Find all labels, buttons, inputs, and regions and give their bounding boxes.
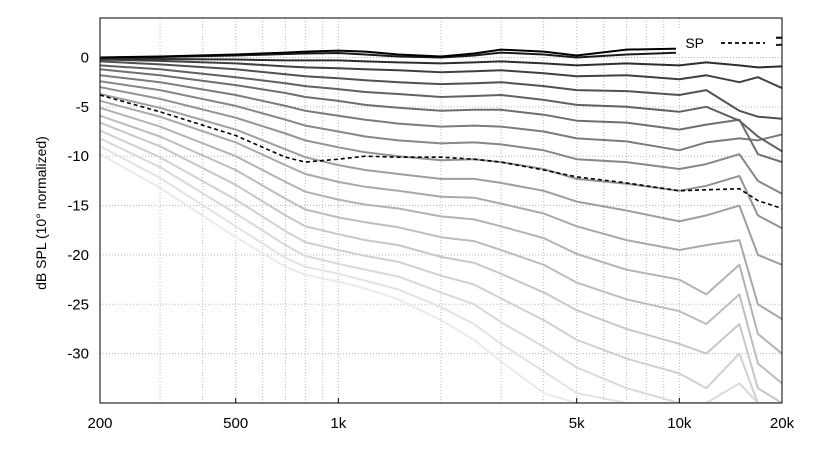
y-tick-label: -25 bbox=[67, 296, 89, 313]
plot-frame bbox=[99, 17, 783, 404]
y-tick-label: -20 bbox=[67, 247, 89, 264]
y-axis-label: dB SPL (10° normalized) bbox=[33, 136, 49, 290]
y-tick-label: 0 bbox=[81, 49, 89, 66]
x-tick-label: 5k bbox=[569, 415, 585, 432]
legend-background bbox=[676, 30, 776, 54]
legend: SP bbox=[676, 30, 776, 54]
series-line-angle bbox=[100, 57, 782, 69]
series-line-angle bbox=[100, 93, 782, 266]
series-line-angle bbox=[100, 74, 782, 152]
series-lines bbox=[100, 36, 782, 403]
series-line-angle bbox=[100, 145, 782, 403]
y-tick-label: -30 bbox=[67, 346, 89, 363]
series-line-angle bbox=[100, 60, 782, 120]
y-tick-label: -10 bbox=[67, 148, 89, 165]
series-line-angle bbox=[100, 121, 782, 403]
x-tick-label: 10k bbox=[667, 415, 692, 432]
y-tick-label: -5 bbox=[76, 99, 89, 116]
x-tick-label: 20k bbox=[770, 415, 795, 432]
series-line-angle bbox=[100, 129, 782, 403]
grid bbox=[100, 18, 782, 403]
x-tick-label: 1k bbox=[330, 415, 346, 432]
y-tick-label: -15 bbox=[67, 198, 89, 215]
legend-label-sp: SP bbox=[685, 35, 704, 51]
axis-ticks: 200 500 1k 5k 10k 20k 0 -5 -10 -15 -20 -25 -30 bbox=[67, 49, 794, 432]
series-line-angle bbox=[100, 106, 782, 355]
series-line-angle bbox=[100, 80, 782, 195]
series-line-angle bbox=[100, 114, 782, 385]
series-line-angle bbox=[100, 64, 782, 153]
x-tick-label: 200 bbox=[87, 415, 112, 432]
series-line-sp bbox=[100, 94, 782, 210]
series-line-angle bbox=[100, 137, 782, 403]
series-line-angle bbox=[100, 68, 782, 164]
series-line-angle bbox=[100, 58, 782, 90]
x-tick-label: 500 bbox=[223, 415, 248, 432]
series-line-angle bbox=[100, 153, 782, 403]
series-line-angle bbox=[100, 99, 782, 320]
